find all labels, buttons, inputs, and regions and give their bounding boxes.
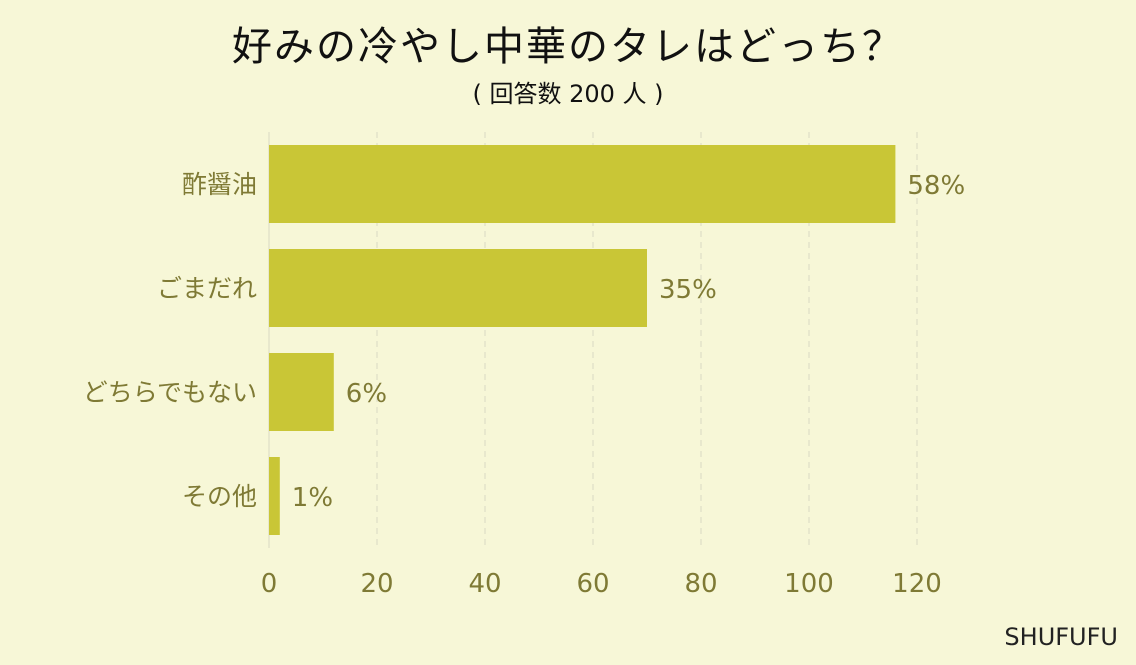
bar [269, 249, 647, 327]
data-label: 35% [659, 275, 717, 305]
category-label: その他 [182, 482, 257, 511]
x-tick-label: 60 [576, 569, 609, 599]
x-tick-label: 40 [468, 569, 501, 599]
data-label: 1% [292, 483, 333, 513]
data-label: 6% [346, 379, 387, 409]
data-label: 58% [907, 171, 965, 201]
x-tick-label: 120 [892, 569, 942, 599]
bar [269, 353, 334, 431]
x-tick-label: 0 [261, 569, 278, 599]
chart-title: 好みの冷やし中華のタレはどっち？ [232, 24, 904, 70]
category-label: どちらでもない [83, 378, 257, 407]
x-tick-label: 80 [684, 569, 717, 599]
bar [269, 145, 896, 223]
category-label: 酢醤油 [182, 170, 257, 199]
chart-subtitle: ( 回答数 200 人 ) [472, 80, 664, 108]
brand-label: SHUFUFU [1004, 623, 1118, 651]
x-tick-label: 20 [360, 569, 393, 599]
x-tick-label: 100 [784, 569, 834, 599]
category-label: ごまだれ [157, 274, 257, 303]
bar [269, 457, 280, 535]
